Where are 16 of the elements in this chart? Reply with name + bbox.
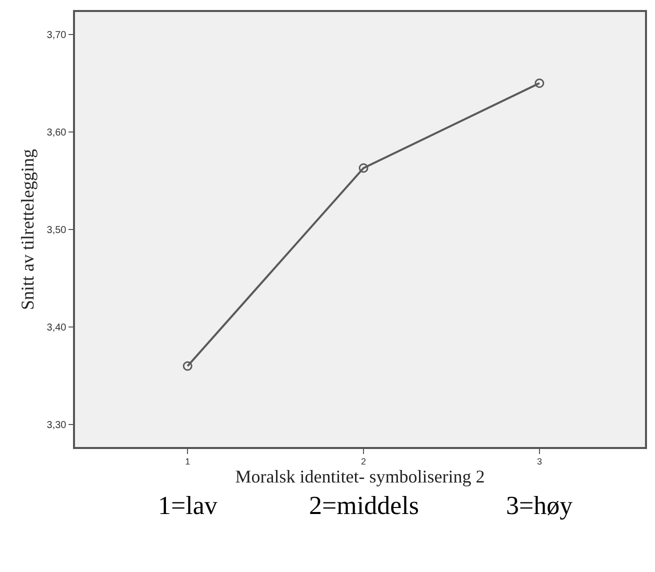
text: 1=lav: [158, 491, 218, 520]
y-tick-label: 3,60: [46, 127, 67, 138]
point: [534, 78, 544, 88]
x-tick-label: 1: [185, 456, 190, 467]
point: [182, 361, 192, 371]
x-tick-label: 3: [536, 456, 542, 467]
y-axis-title: Snitt av tilrettelegging: [17, 149, 38, 310]
y-tick-label: 3,30: [46, 420, 67, 432]
x-axis-title: Moralsk identitet- symbolisering 2: [235, 466, 485, 487]
text: 3=høy: [506, 491, 573, 520]
point: [358, 163, 368, 173]
y-tick-label: 3,40: [46, 322, 67, 334]
y-tick-label: 3,70: [46, 30, 67, 41]
x-tick-label: 2: [361, 456, 366, 467]
text: 2=middels: [309, 491, 419, 520]
y-tick-label: 3,50: [46, 225, 67, 236]
